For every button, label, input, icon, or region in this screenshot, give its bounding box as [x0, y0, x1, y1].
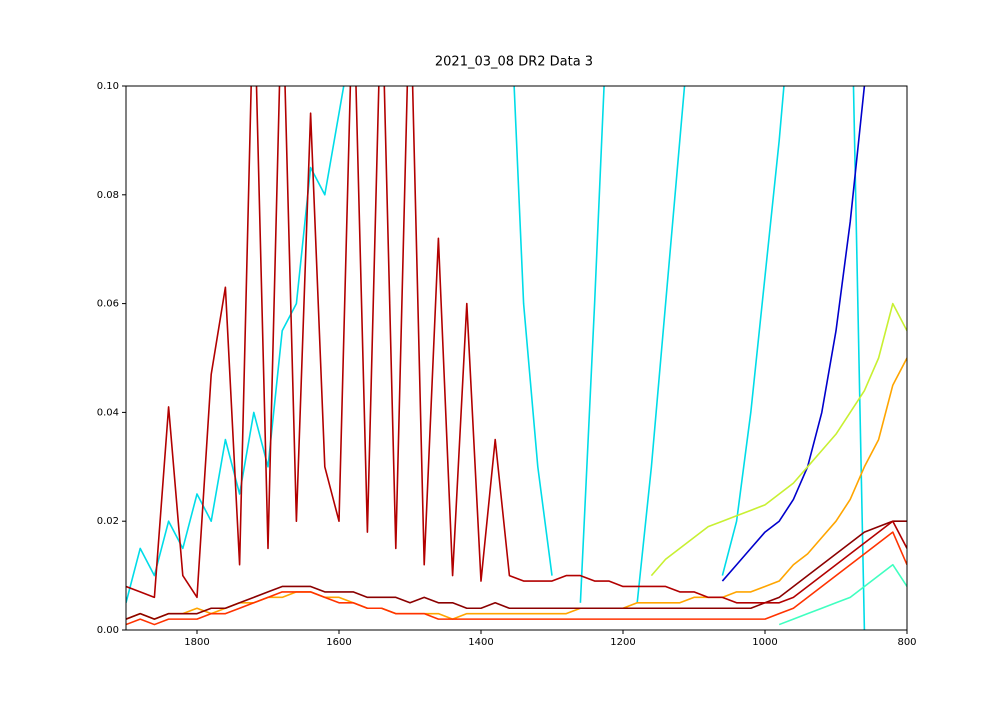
series-line — [778, 563, 907, 626]
x-tick-label: 1200 — [610, 637, 635, 648]
y-tick-label: 0.00 — [97, 625, 119, 636]
x-tick-label: 1600 — [326, 637, 351, 648]
y-tick-label: 0.06 — [97, 299, 119, 310]
series-line — [513, 86, 553, 576]
series-line — [721, 86, 785, 576]
series-line — [636, 86, 686, 603]
series-line — [126, 520, 907, 620]
x-tick-label: 1800 — [184, 637, 209, 648]
plot-area — [126, 86, 907, 630]
y-tick-label: 0.08 — [97, 190, 119, 201]
chart-title: 2021_03_08 DR2 Data 3 — [435, 55, 593, 70]
series-line — [579, 86, 605, 603]
series-line — [126, 86, 907, 604]
series-line — [126, 86, 345, 604]
y-tick-label: 0.02 — [97, 516, 119, 527]
y-tick-label: 0.04 — [97, 407, 119, 418]
x-tick-label: 1400 — [468, 637, 493, 648]
x-tick-label: 800 — [897, 637, 916, 648]
x-tick-label: 1000 — [752, 637, 777, 648]
y-tick-label: 0.10 — [97, 81, 119, 92]
series-line — [852, 86, 866, 630]
series-line — [721, 86, 866, 582]
series-line — [126, 531, 907, 626]
axes-frame — [125, 85, 908, 631]
series-line — [650, 302, 907, 577]
